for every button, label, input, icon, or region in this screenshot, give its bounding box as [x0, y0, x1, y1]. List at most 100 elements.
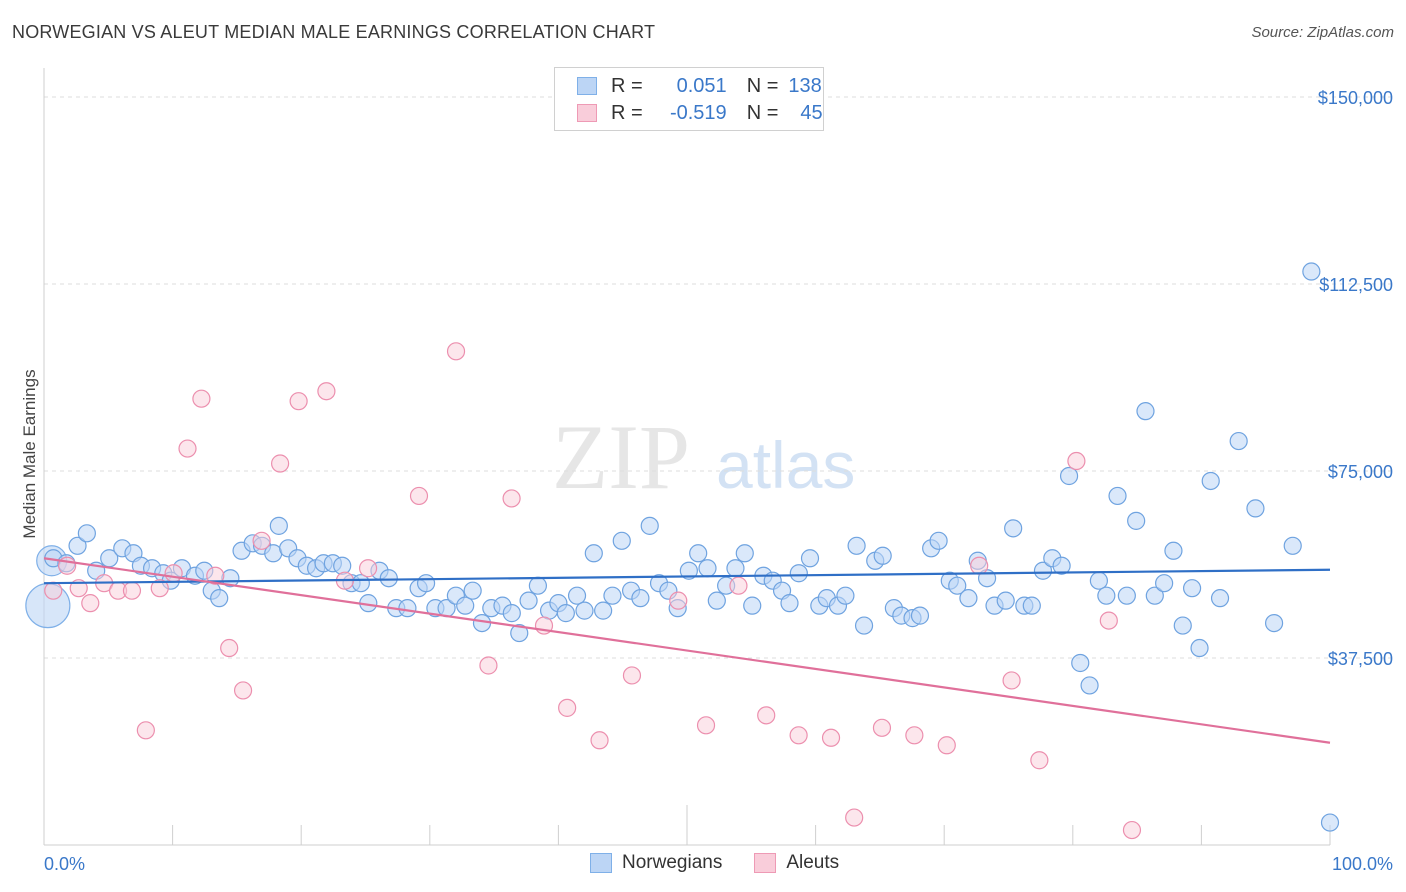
- data-point-aleuts: [164, 564, 183, 583]
- data-point-aleuts: [317, 382, 336, 401]
- data-point-norwegians: [1229, 431, 1248, 451]
- data-point-aleuts: [271, 454, 290, 473]
- data-point-aleuts: [358, 559, 378, 578]
- legend-item-aleuts[interactable]: Aleuts: [754, 852, 839, 874]
- y-tick-label: $112,500: [1319, 275, 1393, 295]
- data-point-norwegians: [1173, 616, 1192, 635]
- data-point-norwegians: [398, 599, 417, 618]
- legend-swatch-aleuts: [754, 853, 777, 873]
- data-point-norwegians: [1022, 596, 1041, 615]
- trend-line-norwegians: [43, 568, 1331, 585]
- data-point-norwegians: [269, 516, 288, 535]
- data-point-norwegians: [836, 586, 855, 605]
- trend-line-aleuts: [43, 557, 1331, 744]
- watermark-zip: ZIP: [552, 406, 690, 508]
- data-point-norwegians: [1190, 638, 1209, 658]
- data-point-norwegians: [631, 589, 650, 608]
- series-norwegians: [25, 262, 1340, 832]
- data-point-norwegians: [1246, 499, 1265, 518]
- data-point-norwegians: [1004, 519, 1023, 538]
- data-point-norwegians: [854, 616, 874, 635]
- legend-r-value: 0.051: [676, 74, 727, 97]
- data-point-norwegians: [472, 613, 492, 633]
- legend-r-label: R =: [611, 101, 643, 124]
- data-point-norwegians: [1108, 486, 1127, 506]
- legend-swatch-norwegians: [590, 853, 612, 873]
- data-point-norwegians: [1127, 511, 1146, 530]
- data-point-norwegians: [743, 596, 762, 615]
- data-point-aleuts: [252, 531, 271, 550]
- data-point-norwegians: [948, 576, 967, 595]
- data-point-aleuts: [590, 731, 609, 750]
- data-point-norwegians: [584, 544, 603, 563]
- data-point-aleuts: [44, 581, 63, 600]
- data-point-norwegians: [1145, 586, 1164, 605]
- data-point-norwegians: [1182, 579, 1202, 598]
- data-point-aleuts: [220, 638, 239, 658]
- legend-r-label: R =: [611, 74, 643, 97]
- legend-n-label: N =: [746, 74, 779, 97]
- data-point-aleuts: [81, 594, 100, 613]
- data-point-aleuts: [669, 591, 688, 610]
- data-point-aleuts: [729, 576, 748, 595]
- data-point-norwegians: [456, 596, 475, 615]
- data-point-norwegians: [726, 559, 745, 578]
- data-point-aleuts: [937, 736, 956, 755]
- data-point-norwegians: [77, 524, 96, 543]
- data-point-aleuts: [845, 808, 864, 827]
- data-point-aleuts: [821, 728, 841, 747]
- data-point-aleuts: [970, 556, 989, 575]
- data-point-norwegians: [640, 516, 659, 535]
- data-point-aleuts: [136, 721, 155, 740]
- data-point-norwegians: [1089, 571, 1108, 590]
- series-aleuts: [44, 342, 1142, 840]
- data-point-norwegians: [502, 604, 521, 623]
- data-point-aleuts: [1122, 820, 1142, 840]
- data-point-norwegians: [1097, 586, 1116, 605]
- data-point-norwegians: [1264, 613, 1284, 633]
- data-point-aleuts: [233, 681, 253, 700]
- data-point-norwegians: [910, 606, 930, 625]
- data-point-norwegians: [603, 586, 622, 605]
- data-point-norwegians: [789, 564, 808, 583]
- legend-item-norwegians[interactable]: Norwegians: [590, 852, 722, 874]
- data-point-norwegians: [528, 576, 547, 595]
- data-point-norwegians: [1080, 676, 1099, 695]
- series-legend: Norwegians Aleuts: [590, 852, 871, 874]
- data-point-aleuts: [789, 726, 808, 745]
- data-point-norwegians: [416, 574, 436, 593]
- data-point-norwegians: [1302, 262, 1321, 281]
- trend-lines: [43, 557, 1331, 744]
- data-point-norwegians: [873, 546, 892, 565]
- y-tick-label: $37,500: [1328, 649, 1393, 669]
- data-point-norwegians: [1164, 541, 1183, 560]
- data-point-norwegians: [1320, 813, 1340, 832]
- data-point-aleuts: [502, 489, 521, 508]
- y-tick-label: $150,000: [1318, 88, 1393, 108]
- legend-r-value: -0.519: [669, 101, 727, 124]
- data-point-norwegians: [1117, 586, 1136, 605]
- y-tick-label: $75,000: [1328, 462, 1393, 482]
- data-point-aleuts: [446, 342, 466, 361]
- axes: [43, 68, 1331, 846]
- data-point-norwegians: [210, 589, 229, 608]
- data-point-norwegians: [510, 623, 529, 643]
- data-point-aleuts: [479, 656, 498, 675]
- watermark: ZIP atlas: [552, 406, 855, 508]
- chart-title: NORWEGIAN VS ALEUT MEDIAN MALE EARNINGS …: [12, 22, 656, 42]
- correlation-legend: R = 0.051 N = 138 R = -0.519 N = 45: [554, 67, 824, 131]
- legend-label-aleuts: Aleuts: [786, 852, 840, 873]
- data-point-norwegians: [1210, 589, 1230, 608]
- y-tick-labels: $37,500 $75,000 $112,500 $150,000: [1318, 88, 1393, 669]
- data-point-norwegians: [333, 556, 352, 575]
- data-point-aleuts: [192, 389, 211, 408]
- data-point-norwegians: [707, 591, 726, 610]
- data-point-aleuts: [1002, 671, 1021, 690]
- data-point-aleuts: [558, 698, 577, 717]
- legend-label-norwegians: Norwegians: [622, 852, 723, 873]
- data-point-norwegians: [1052, 556, 1071, 575]
- data-point-norwegians: [847, 536, 866, 555]
- data-point-aleuts: [872, 718, 892, 737]
- data-point-aleuts: [178, 439, 197, 458]
